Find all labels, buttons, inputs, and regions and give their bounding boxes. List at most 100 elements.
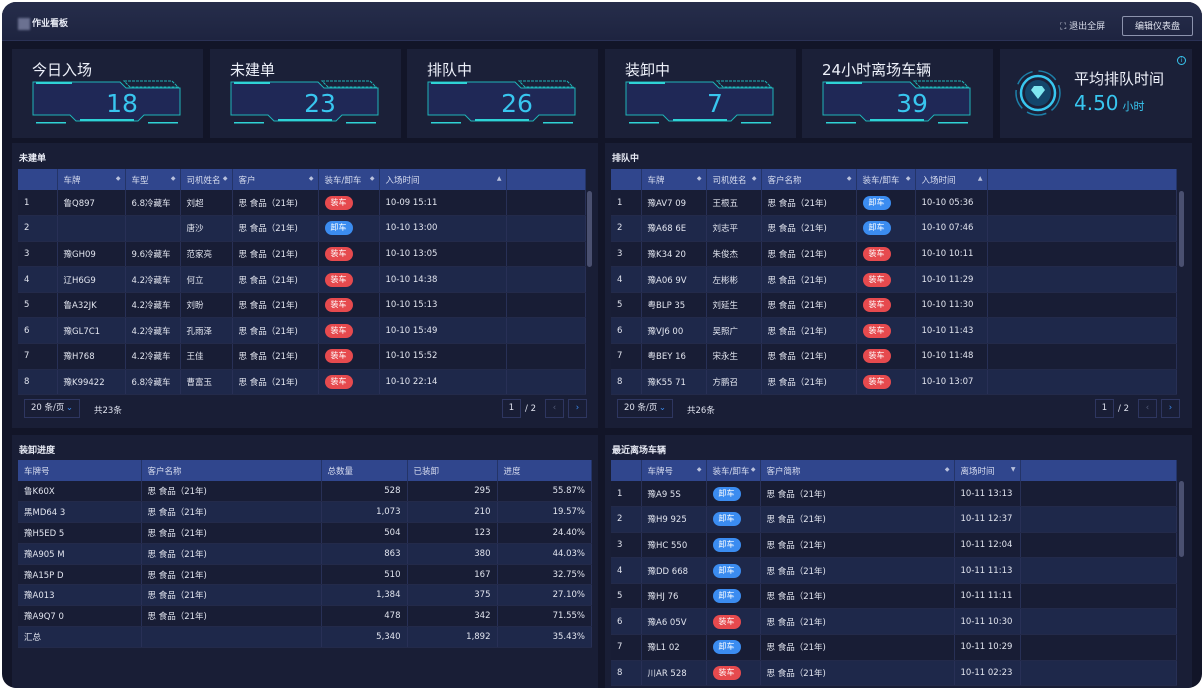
table-row[interactable]: 7 豫H768 4.2冷藏车 王佳思 食品（21年) 装车 10-10 15:52 xyxy=(18,343,586,370)
prev-page-button[interactable]: ‹ xyxy=(545,399,564,418)
scrollbar[interactable] xyxy=(1179,191,1184,267)
progress-panel: 装卸进度 车牌号 客户名称 总数量 已装卸 进度 鲁K60X 思 食品（21年) 528 295… xyxy=(12,435,598,688)
table-row[interactable]: 2 豫H9 925 卸车 思 食品（21年) 10-11 12:37 xyxy=(611,506,1177,533)
table-cell: 粤BLP 35 xyxy=(641,292,707,319)
table-cell: 8 xyxy=(611,369,642,396)
table-row[interactable]: 3 豫GH09 9.6冷藏车 范家亮思 食品（21年) 装车 10-10 13:05 xyxy=(18,241,586,268)
table-cell: 10-10 07:46 xyxy=(915,215,988,242)
column-header[interactable]: 装车/卸车 ◆ xyxy=(706,460,761,481)
table-cell: 1 xyxy=(18,190,58,217)
column-header[interactable]: 客户简称 ◆ xyxy=(760,460,955,481)
table-cell: 10-10 11:30 xyxy=(915,292,988,319)
table-row[interactable]: 6 豫GL7C1 4.2冷藏车 孔雨泽思 食品（21年) 装车 10-10 15:49 xyxy=(18,317,586,345)
table-cell: 思 食品（21年) xyxy=(232,215,319,242)
prev-page-button[interactable]: ‹ xyxy=(1138,399,1157,418)
table-row[interactable]: 3 豫HC 550 卸车 思 食品（21年) 10-11 12:04 xyxy=(611,532,1177,559)
table-cell: 10-10 13:00 xyxy=(379,215,507,242)
sort-icon[interactable]: ◆ xyxy=(696,175,702,182)
table-row[interactable]: 5 鲁A32JK 4.2冷藏车 刘盼思 食品（21年) 装车 10-10 15:13 xyxy=(18,292,586,319)
column-header[interactable]: 车型 ◆ xyxy=(125,169,181,190)
column-header[interactable]: 司机姓名 ◆ xyxy=(180,169,233,190)
scrollbar[interactable] xyxy=(1179,481,1184,557)
sort-icon[interactable]: ◆ xyxy=(944,466,950,473)
column-header[interactable]: 入场时间 ▲ xyxy=(379,169,507,190)
sort-icon[interactable]: ◆ xyxy=(696,466,702,473)
table-row[interactable]: 8 豫K99422 6.8冷藏车 曹富玉思 食品（21年) 装车 10-10 22:14 xyxy=(18,369,586,396)
departed-panel: 最近离场车辆 车牌号 ◆ 装车/卸车 ◆ 客户简称 ◆ 离场时间 ▼ 1 豫A9 5S 卸车思 食品… xyxy=(605,435,1192,688)
sort-icon[interactable]: ▲ xyxy=(496,175,502,182)
table-row[interactable]: 1 豫A9 5S 卸车 思 食品（21年) 10-11 13:13 xyxy=(611,481,1177,508)
column-header: 已装卸 xyxy=(407,460,498,481)
page-size-select[interactable]: 20 条/页 ⌄ xyxy=(617,399,673,418)
table-row[interactable]: 2 唐沙思 食品（21年) 卸车 10-10 13:00 xyxy=(18,215,586,242)
table-cell: 豫H9 925 xyxy=(641,506,707,533)
sort-icon[interactable]: ◆ xyxy=(905,175,911,182)
sort-icon[interactable]: ◆ xyxy=(222,175,228,182)
column-header[interactable]: 装车/卸车 ◆ xyxy=(856,169,916,190)
load-badge: 装车 xyxy=(862,246,891,261)
next-page-button[interactable]: › xyxy=(1161,399,1180,418)
column-header: 总数量 xyxy=(321,460,408,481)
table-cell: 装车 xyxy=(318,292,380,319)
exit-fullscreen-button[interactable]: ⛶ 退出全屏 xyxy=(1060,22,1106,32)
page-input[interactable]: 1 xyxy=(1095,399,1114,418)
table-row[interactable]: 5 豫HJ 76 卸车 思 食品（21年) 10-11 11:11 xyxy=(611,583,1177,610)
table-cell: 10-11 12:04 xyxy=(954,532,1021,559)
column-header[interactable]: 车牌 ◆ xyxy=(57,169,126,190)
sort-icon[interactable]: ◆ xyxy=(170,175,176,182)
table-cell: 7 xyxy=(611,634,642,661)
column-header[interactable]: 司机姓名 ◆ xyxy=(706,169,762,190)
column-header[interactable]: 离场时间 ▼ xyxy=(954,460,1021,481)
column-header[interactable]: 客户名称 ◆ xyxy=(761,169,857,190)
sort-icon[interactable]: ▼ xyxy=(1010,466,1016,473)
table-cell: 思 食品（21年) xyxy=(141,584,322,607)
column-header[interactable]: 装车/卸车 ◆ xyxy=(318,169,380,190)
info-icon[interactable]: i xyxy=(1177,56,1186,65)
table-row[interactable]: 4 豫A06 9V 左彬彬思 食品（21年) 装车 10-10 11:29 xyxy=(611,266,1177,293)
table-row[interactable]: 3 豫K34 20 朱俊杰思 食品（21年) 装车 10-10 10:11 xyxy=(611,241,1177,268)
table-row[interactable]: 豫A013 思 食品（21年) 1,384 375 27.10% xyxy=(18,584,592,607)
edit-dashboard-button[interactable]: 编辑仪表盘 xyxy=(1122,16,1193,36)
scrollbar[interactable] xyxy=(587,191,592,267)
table-row[interactable]: 2 豫A68 6E 刘志平思 食品（21年) 卸车 10-10 07:46 xyxy=(611,215,1177,242)
table-row[interactable]: 7 粤BEY 16 宋永生思 食品（21年) 装车 10-10 11:48 xyxy=(611,343,1177,370)
table-cell: 9.6冷藏车 xyxy=(125,241,181,268)
load-badge: 装车 xyxy=(324,195,353,210)
summary-row[interactable]: 汇总 5,340 1,892 35.43% xyxy=(18,626,592,648)
table-row[interactable]: 1 鲁Q897 6.8冷藏车 刘超思 食品（21年) 装车 10-09 15:11 xyxy=(18,190,586,217)
table-cell: 方鹏召 xyxy=(706,369,762,396)
sort-icon[interactable]: ◆ xyxy=(369,175,375,182)
table-row[interactable]: 7 豫L1 02 卸车 思 食品（21年) 10-11 10:29 xyxy=(611,634,1177,661)
table-cell: 装车 xyxy=(856,317,916,345)
next-page-button[interactable]: › xyxy=(568,399,587,418)
table-row[interactable]: 4 辽H6G9 4.2冷藏车 何立思 食品（21年) 装车 10-10 14:38 xyxy=(18,266,586,293)
column-header[interactable]: 入场时间 ▲ xyxy=(915,169,988,190)
sort-icon[interactable]: ▲ xyxy=(977,175,983,182)
sort-icon[interactable]: ◆ xyxy=(308,175,314,182)
table-row[interactable]: 6 豫A6 05V 装车 思 食品（21年) 10-11 10:30 xyxy=(611,608,1177,636)
table-row[interactable]: 4 豫DD 668 卸车 思 食品（21年) 10-11 11:13 xyxy=(611,557,1177,584)
sort-icon[interactable]: ◆ xyxy=(751,175,757,182)
sort-icon[interactable]: ◆ xyxy=(846,175,852,182)
column-header[interactable]: 客户 ◆ xyxy=(232,169,319,190)
column-header[interactable]: 车牌 ◆ xyxy=(641,169,707,190)
table-row[interactable]: 鲁K60X 思 食品（21年) 528 295 55.87% xyxy=(18,481,592,503)
sort-icon[interactable]: ◆ xyxy=(115,175,121,182)
page-size-select[interactable]: 20 条/页 ⌄ xyxy=(24,399,80,418)
table-row[interactable]: 6 豫VJ6 00 吴照广思 食品（21年) 装车 10-10 11:43 xyxy=(611,317,1177,345)
unload-badge: 卸车 xyxy=(712,563,741,578)
table-row[interactable]: 8 川AR 528 装车 思 食品（21年) 10-11 02:23 xyxy=(611,660,1177,687)
sort-icon[interactable]: ◆ xyxy=(750,466,756,473)
table-row[interactable]: 5 粤BLP 35 刘延生思 食品（21年) 装车 10-10 11:30 xyxy=(611,292,1177,319)
column-header[interactable]: 车牌号 ◆ xyxy=(641,460,707,481)
table-cell: 思 食品（21年) xyxy=(760,481,955,508)
page-input[interactable]: 1 xyxy=(502,399,521,418)
table-cell: 10-10 11:43 xyxy=(915,317,988,345)
table-row[interactable]: 1 豫AV7 09 王根五思 食品（21年) 卸车 10-10 05:36 xyxy=(611,190,1177,217)
table-row[interactable]: 8 豫K55 71 方鹏召思 食品（21年) 装车 10-10 13:07 xyxy=(611,369,1177,396)
